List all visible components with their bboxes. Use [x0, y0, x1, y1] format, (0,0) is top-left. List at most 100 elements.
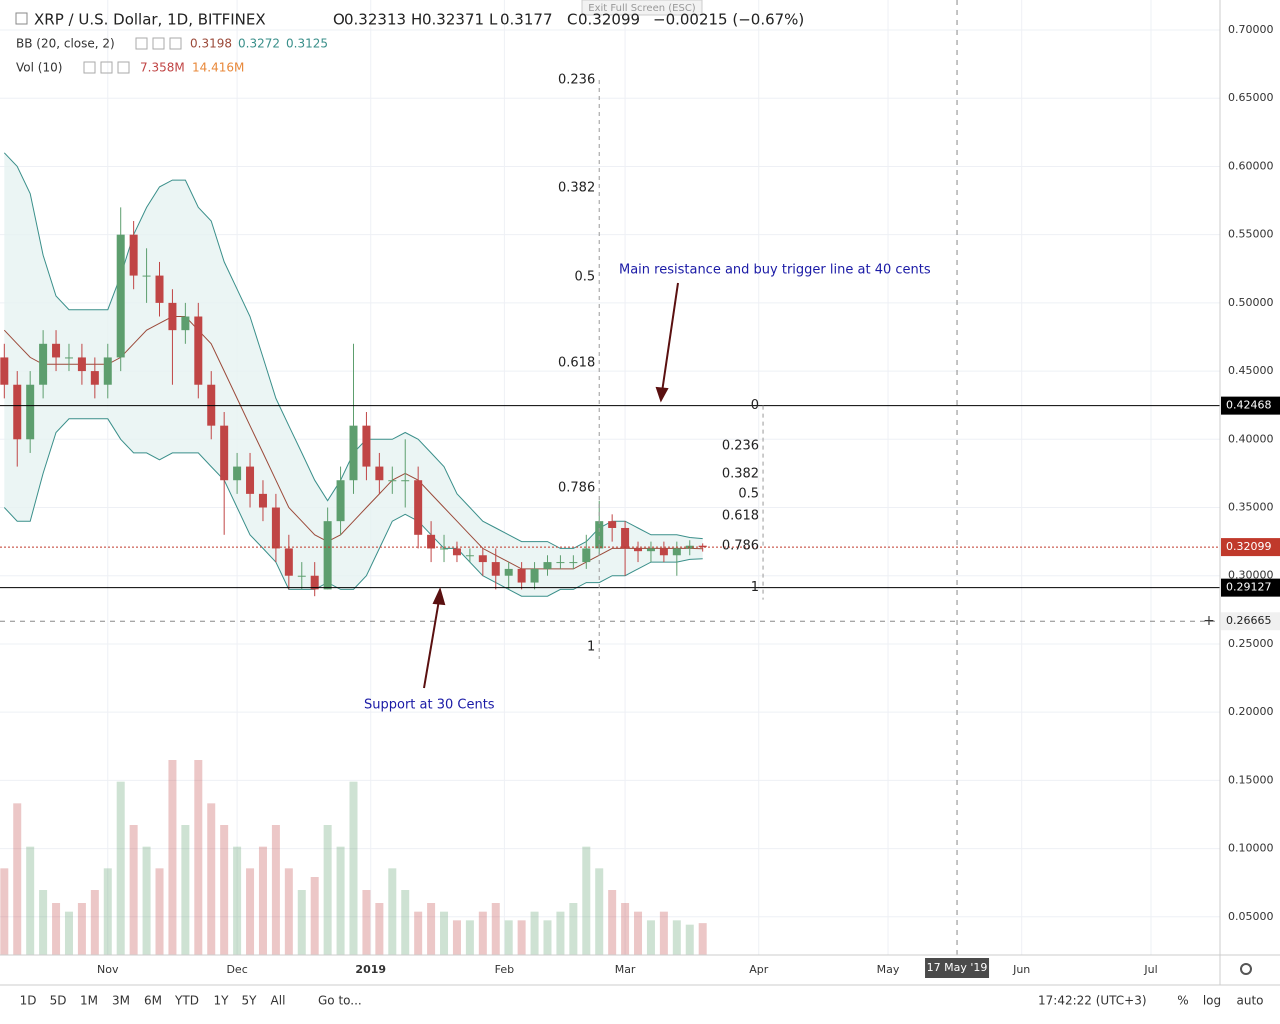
fib-level: 0.618: [558, 356, 595, 371]
fib-level: 0.786: [558, 481, 595, 496]
settings-icon[interactable]: [1240, 963, 1252, 975]
candle-body: [39, 343, 48, 385]
range-button[interactable]: 6M: [144, 994, 162, 1008]
volume-bar: [77, 903, 86, 955]
ohlc-label: H: [411, 11, 422, 29]
fib-level: 0.382: [722, 466, 759, 481]
candle-body: [323, 521, 332, 590]
y-tick-label: 0.40000: [1228, 432, 1274, 445]
y-tick-label: 0.60000: [1228, 159, 1274, 172]
volume-bar: [517, 920, 526, 955]
volume-bar: [659, 911, 668, 955]
candle-body: [608, 521, 617, 528]
candle-body: [13, 384, 22, 440]
candle-body: [621, 527, 630, 549]
candle-body: [427, 534, 436, 549]
bb-fill: [4, 152, 703, 597]
plot: [0, 0, 1220, 955]
bb-legend: BB (20, close, 2): [16, 37, 115, 51]
volume-bar: [491, 903, 500, 955]
candle-body: [569, 562, 578, 564]
range-button[interactable]: 1Y: [214, 994, 230, 1008]
axis-option[interactable]: auto: [1236, 994, 1263, 1008]
candle-body: [452, 548, 461, 556]
volume-bar: [621, 903, 630, 955]
volume-bar: [323, 825, 332, 955]
range-button[interactable]: All: [271, 994, 286, 1008]
arrows: [423, 282, 679, 689]
ohlc-value: 0.32099: [578, 11, 640, 29]
volume-bar: [582, 846, 591, 955]
candle-body: [465, 555, 474, 557]
volume-bar: [440, 911, 449, 955]
candle-body: [530, 568, 539, 583]
tooltip: [581, 0, 703, 16]
vol-legend: Vol (10): [16, 61, 62, 75]
symbol-title: XRP / U.S. Dollar, 1D, BITFINEX: [34, 11, 266, 29]
volume-bar: [595, 868, 604, 955]
candle-body: [155, 275, 164, 303]
candle-body: [168, 302, 177, 331]
bb-value: 0.3125: [286, 37, 328, 51]
range-button[interactable]: YTD: [174, 994, 199, 1008]
bb-value: 0.3198: [190, 37, 232, 51]
volume-bar: [64, 911, 73, 955]
candle-body: [478, 555, 487, 563]
goto-button[interactable]: Go to...: [318, 994, 362, 1008]
y-tick-label: 0.20000: [1228, 705, 1274, 718]
crosshair-y-box: [1221, 612, 1280, 631]
volume-bar: [103, 868, 112, 955]
x-tick-label: Dec: [226, 963, 247, 976]
candle-body: [220, 425, 229, 481]
volume-bar: [181, 825, 190, 955]
volume-bar: [52, 903, 61, 955]
candle-body: [77, 357, 86, 372]
volume-bar: [634, 911, 643, 955]
collapse-icon[interactable]: [15, 12, 28, 25]
volume-bar: [543, 920, 552, 955]
tooltip-text: Exit Full Screen (ESC): [588, 3, 696, 14]
volume-bar: [233, 846, 242, 955]
volume-bar: [504, 920, 513, 955]
candle-body: [504, 568, 513, 576]
annotation: Support at 30 Cents: [364, 698, 495, 713]
candle-body: [362, 425, 371, 467]
fib-level: 0.5: [575, 269, 596, 284]
volume-bar: [220, 825, 229, 955]
volume-bar: [401, 890, 410, 955]
price-label: 0.29127: [1226, 581, 1272, 594]
range-button[interactable]: 5Y: [242, 994, 258, 1008]
crosshair-plus: +: [1203, 613, 1215, 629]
volume-bar: [194, 760, 203, 955]
change-value: −0.00215 (−0.67%): [653, 11, 804, 29]
fib-level: 1: [751, 580, 759, 595]
candle-body: [271, 507, 280, 549]
fib-level: 1: [587, 639, 595, 654]
y-tick-label: 0.35000: [1228, 501, 1274, 514]
candle-body: [414, 480, 423, 535]
bb-value: 0.3272: [238, 37, 280, 51]
candle-body: [543, 562, 552, 569]
candle-body: [440, 548, 449, 550]
candle-body: [401, 480, 410, 482]
candle-body: [0, 357, 9, 385]
candle-body: [103, 357, 112, 385]
clock: 17:42:22 (UTC+3): [1038, 994, 1147, 1008]
axis-option[interactable]: %: [1177, 994, 1188, 1008]
range-button[interactable]: 1D: [20, 994, 37, 1008]
axis-option[interactable]: log: [1203, 994, 1221, 1008]
volume-bar: [465, 920, 474, 955]
x-tick-label: 2019: [355, 963, 386, 976]
fib-level: 0.618: [722, 508, 759, 523]
ohlc-label: C: [567, 11, 577, 29]
candle-body: [595, 521, 604, 549]
range-button[interactable]: 5D: [50, 994, 67, 1008]
range-button[interactable]: 1M: [80, 994, 98, 1008]
candle-body: [116, 234, 125, 358]
candle-body: [698, 545, 707, 548]
range-button[interactable]: 3M: [112, 994, 130, 1008]
ohlc-label: L: [489, 11, 498, 29]
y-tick-label: 0.65000: [1228, 91, 1274, 104]
candle-body: [297, 575, 306, 577]
